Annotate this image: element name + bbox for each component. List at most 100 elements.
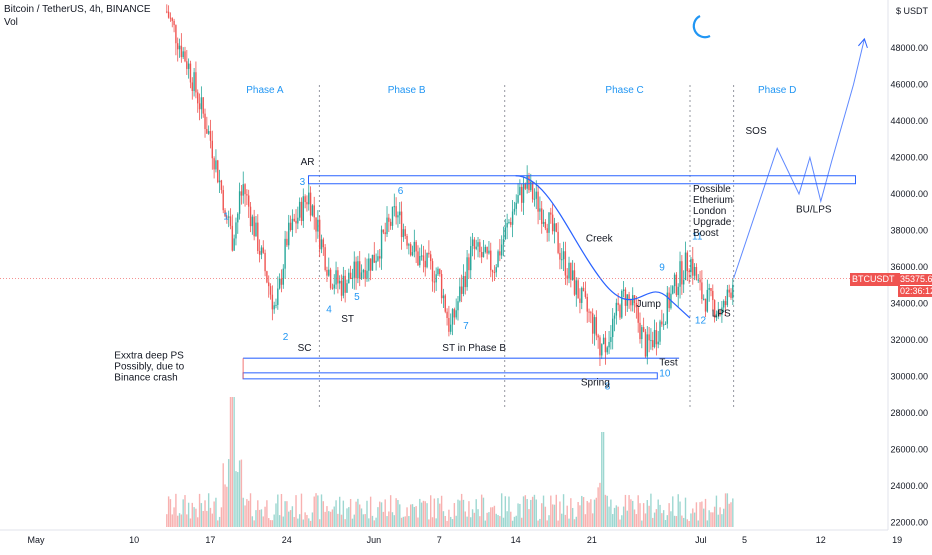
candle-body xyxy=(519,186,521,196)
candle-body xyxy=(522,183,525,203)
candle-body xyxy=(257,222,259,251)
volume-bar xyxy=(701,501,703,527)
volume-bar xyxy=(359,504,361,527)
price-axis-unit: $ USDT xyxy=(896,6,929,16)
label-st-phase-b: ST in Phase B xyxy=(442,343,506,354)
candle-body xyxy=(659,321,661,342)
candle-body xyxy=(291,218,294,231)
volume-bar xyxy=(531,496,534,527)
time-tick-label: 14 xyxy=(511,535,521,545)
candle-body xyxy=(400,211,403,238)
label-lps: LPS xyxy=(712,308,731,319)
candle-body xyxy=(337,270,339,284)
candle-body xyxy=(652,340,654,348)
candle-body xyxy=(566,275,568,279)
volume-bar xyxy=(248,500,250,527)
volume-bar xyxy=(408,516,410,527)
candle-body xyxy=(420,255,423,257)
volume-bar xyxy=(653,512,656,527)
candle-body xyxy=(253,216,255,237)
time-tick-label: 7 xyxy=(437,535,442,545)
candle-body xyxy=(451,309,454,325)
volume-bar xyxy=(302,519,304,527)
volume-bar xyxy=(308,518,310,527)
candle-body xyxy=(504,227,507,240)
candle-body xyxy=(424,260,426,268)
candle-body xyxy=(612,318,614,338)
price-axis[interactable]: $ USDT 48000.00 46000.00 44000.00 42000.00 40… xyxy=(887,0,929,530)
candle-body xyxy=(248,195,250,207)
candle-body xyxy=(388,217,390,222)
volume-bar xyxy=(470,517,472,527)
volume-bar xyxy=(440,495,443,527)
volume-bar xyxy=(548,515,550,527)
candle-body xyxy=(591,313,594,334)
price-tick-label: 48000.00 xyxy=(890,43,928,53)
candle-body xyxy=(601,344,603,356)
candle-body xyxy=(444,295,446,312)
volume-bar xyxy=(655,509,658,527)
volume-bar xyxy=(641,520,643,527)
wave-number: 12 xyxy=(695,316,707,327)
volume-bar xyxy=(240,459,243,527)
candle-body xyxy=(227,216,230,218)
volume-bar xyxy=(166,514,168,527)
volume-bar xyxy=(186,514,188,527)
candle-body xyxy=(690,258,692,273)
candle-body xyxy=(490,250,492,271)
candle-body xyxy=(246,194,248,196)
volume-bar xyxy=(608,506,610,527)
candle-body xyxy=(202,97,204,114)
volume-bar xyxy=(510,511,512,527)
candle-body xyxy=(200,97,203,110)
volume-bar xyxy=(351,518,354,527)
candle-body xyxy=(446,311,448,318)
volume-bar xyxy=(167,496,170,527)
candle-body xyxy=(657,341,659,345)
candle-body xyxy=(311,205,314,216)
candle-body xyxy=(466,257,468,288)
candle-body xyxy=(721,307,723,316)
volume-bar xyxy=(430,495,432,527)
candle-body xyxy=(661,321,663,325)
volume-bar xyxy=(229,397,232,527)
volume-bar xyxy=(282,516,284,527)
candle-body xyxy=(377,256,379,261)
volume-bar xyxy=(437,498,439,527)
volume-bar xyxy=(169,499,172,527)
candle-body xyxy=(648,334,650,341)
price-tick-label: 26000.00 xyxy=(890,445,928,455)
volume-bar xyxy=(632,500,634,527)
candle-body xyxy=(280,278,283,285)
time-tick-label: 24 xyxy=(282,535,292,545)
time-axis[interactable]: May101724Jun71421Jul5121926Aug xyxy=(0,529,932,545)
volume-bar xyxy=(291,506,294,527)
volume-bar xyxy=(284,501,286,527)
candle-body xyxy=(511,211,514,225)
candle-body xyxy=(399,211,401,216)
candle-body xyxy=(413,241,416,253)
candle-body xyxy=(590,312,592,314)
volume-bar xyxy=(171,514,173,527)
candle-body xyxy=(360,272,363,279)
volume-bar xyxy=(708,510,710,527)
volume-bar xyxy=(320,494,323,527)
candle-body xyxy=(389,221,392,226)
volume-bar xyxy=(329,511,332,527)
candle-body xyxy=(497,251,499,268)
candle-body xyxy=(402,229,405,238)
volume-bar xyxy=(668,503,670,527)
volume-bar xyxy=(480,494,483,527)
candle-body xyxy=(324,247,326,271)
volume-bar xyxy=(251,516,254,527)
price-tick-label: 34000.00 xyxy=(890,299,928,309)
candle-body xyxy=(289,222,292,231)
price-tick-label: 40000.00 xyxy=(890,189,928,199)
volume-bar xyxy=(400,517,403,527)
volume-bar xyxy=(648,505,650,527)
label-boost-note: Boost xyxy=(693,228,719,239)
candle-body xyxy=(515,202,517,209)
candle-body xyxy=(546,228,548,233)
